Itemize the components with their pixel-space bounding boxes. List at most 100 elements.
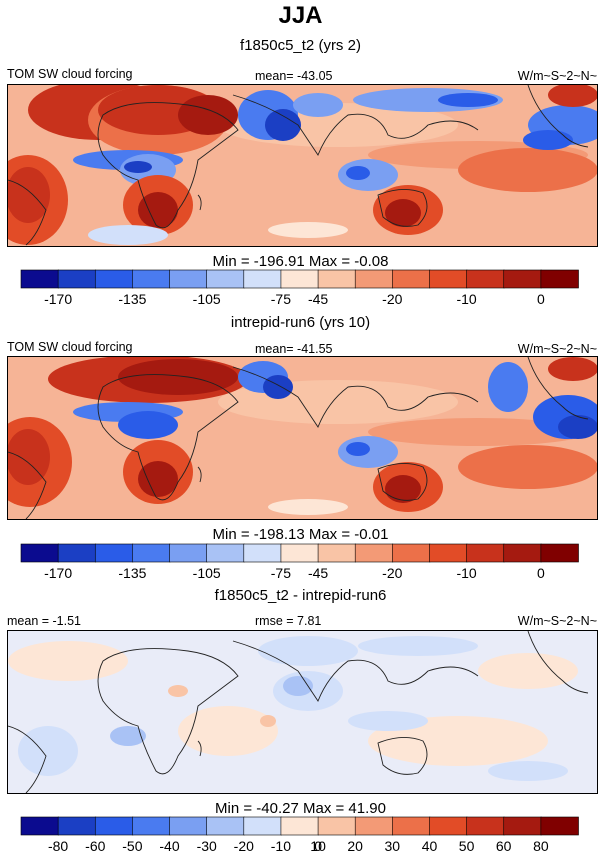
colorbar-tick-label: -105 bbox=[192, 291, 221, 307]
colorbar-swatch bbox=[132, 543, 171, 563]
colorbar-swatch bbox=[243, 816, 282, 836]
colorbar-tick-label: -10 bbox=[456, 565, 477, 581]
panel-3-mean-label: mean = -1.51 bbox=[7, 614, 82, 628]
colorbar-tick-label: -20 bbox=[382, 291, 403, 307]
colorbar-swatch bbox=[503, 543, 542, 563]
panel-2-min-max: Min = -198.13 Max = -0.01 bbox=[212, 526, 389, 543]
colorbar-swatch bbox=[132, 269, 171, 289]
colorbar-swatch bbox=[94, 543, 134, 563]
panel-1-mean-label: mean= -43.05 bbox=[255, 69, 333, 83]
colorbar-tick-label: 50 bbox=[458, 838, 475, 854]
colorbar-tick-label: -135 bbox=[118, 565, 147, 581]
colorbar-swatch bbox=[206, 816, 245, 836]
panel-1-colorbar bbox=[20, 269, 579, 289]
colorbar-swatch bbox=[206, 543, 245, 563]
panel-1-units-label: W/m~S~2~N~ bbox=[517, 69, 597, 83]
colorbar-swatch bbox=[94, 816, 134, 836]
colorbar-swatch bbox=[540, 269, 579, 289]
panel-1-colorbar-labels: -170 -135 -105 -75 -45 -20 -10 0 bbox=[21, 291, 578, 309]
colorbar-swatch bbox=[169, 816, 208, 836]
colorbar-swatch bbox=[57, 269, 97, 289]
panel-1-variable-label: TOM SW cloud forcing bbox=[7, 67, 133, 81]
panel-1-map bbox=[7, 84, 598, 247]
main-title: JJA bbox=[278, 2, 323, 29]
colorbar-tick-label: -30 bbox=[196, 838, 217, 854]
colorbar-tick-label: -60 bbox=[85, 838, 106, 854]
panel-2-colorbar bbox=[20, 543, 579, 563]
panel-2-title: intrepid-run6 (yrs 10) bbox=[230, 314, 371, 331]
colorbar-tick-label: 0 bbox=[536, 565, 545, 581]
colorbar-swatch bbox=[317, 543, 357, 563]
colorbar-tick-label: 30 bbox=[384, 838, 401, 854]
colorbar-swatch bbox=[280, 816, 319, 836]
colorbar-swatch bbox=[466, 816, 505, 836]
colorbar-swatch bbox=[392, 543, 431, 563]
colorbar-tick-label: -80 bbox=[47, 838, 69, 854]
colorbar-tick-label: -10 bbox=[270, 838, 292, 854]
colorbar-swatch bbox=[57, 543, 97, 563]
panel-1-min-max: Min = -196.91 Max = -0.08 bbox=[212, 253, 389, 270]
colorbar-tick-label: -135 bbox=[118, 291, 147, 307]
colorbar-tick-label: -45 bbox=[307, 291, 329, 307]
colorbar-tick-label: -40 bbox=[159, 838, 180, 854]
colorbar-tick-label: -170 bbox=[44, 291, 73, 307]
colorbar-tick-label: 10 bbox=[310, 838, 326, 854]
panel-3-rmse-label: rmse = 7.81 bbox=[255, 614, 322, 628]
colorbar-swatch bbox=[503, 269, 542, 289]
panel-3-units-label: W/m~S~2~N~ bbox=[517, 614, 597, 628]
colorbar-swatch bbox=[429, 543, 468, 563]
panel-3-colorbar-labels: -80 -60 -50 -40 -30 -20 -10 0 10 20 30 40 50 60 80 bbox=[21, 838, 578, 856]
colorbar-tick-label: -10 bbox=[456, 291, 477, 307]
colorbar-swatch bbox=[20, 269, 59, 289]
panel-3-title: f1850c5_t2 - intrepid-run6 bbox=[214, 587, 387, 604]
panel-2-map bbox=[7, 356, 598, 520]
colorbar-swatch bbox=[280, 543, 319, 563]
colorbar-swatch bbox=[94, 269, 134, 289]
colorbar-tick-label: 40 bbox=[421, 838, 438, 854]
colorbar-tick-label: -170 bbox=[44, 565, 73, 581]
colorbar-tick-label: 0 bbox=[536, 291, 545, 307]
colorbar-swatch bbox=[243, 543, 282, 563]
panel-2-mean-label: mean= -41.55 bbox=[255, 342, 333, 356]
colorbar-swatch bbox=[206, 269, 245, 289]
colorbar-tick-label: -50 bbox=[122, 838, 143, 854]
colorbar-swatch bbox=[169, 543, 208, 563]
colorbar-swatch bbox=[57, 816, 97, 836]
panel-3-map bbox=[7, 630, 598, 794]
colorbar-swatch bbox=[354, 543, 394, 563]
colorbar-swatch bbox=[317, 816, 357, 836]
colorbar-swatch bbox=[466, 269, 505, 289]
panel-1-title: f1850c5_t2 (yrs 2) bbox=[240, 37, 361, 54]
colorbar-swatch bbox=[540, 543, 579, 563]
colorbar-swatch bbox=[503, 816, 542, 836]
colorbar-swatch bbox=[392, 269, 431, 289]
colorbar-tick-label: -75 bbox=[270, 565, 292, 581]
colorbar-swatch bbox=[169, 269, 208, 289]
colorbar-tick-label: -75 bbox=[270, 291, 292, 307]
colorbar-swatch bbox=[540, 816, 579, 836]
colorbar-swatch bbox=[429, 269, 468, 289]
colorbar-tick-label: -20 bbox=[233, 838, 254, 854]
colorbar-swatch bbox=[317, 269, 357, 289]
colorbar-tick-label: 60 bbox=[495, 838, 512, 854]
colorbar-tick-label: 80 bbox=[533, 838, 549, 854]
colorbar-swatch bbox=[280, 269, 319, 289]
colorbar-swatch bbox=[466, 543, 505, 563]
colorbar-swatch bbox=[392, 816, 431, 836]
panel-2-colorbar-labels: -170 -135 -105 -75 -45 -20 -10 0 bbox=[21, 565, 578, 583]
panel-2-units-label: W/m~S~2~N~ bbox=[517, 342, 597, 356]
colorbar-tick-label: -20 bbox=[382, 565, 403, 581]
colorbar-tick-label: -45 bbox=[307, 565, 329, 581]
colorbar-tick-label: 0 bbox=[314, 838, 322, 854]
panel-2-variable-label: TOM SW cloud forcing bbox=[7, 340, 133, 354]
panel-3-colorbar bbox=[20, 816, 579, 836]
colorbar-swatch bbox=[20, 816, 59, 836]
colorbar-swatch bbox=[354, 269, 394, 289]
colorbar-swatch bbox=[132, 816, 171, 836]
colorbar-swatch bbox=[429, 816, 468, 836]
panel-3-min-max: Min = -40.27 Max = 41.90 bbox=[215, 800, 386, 817]
colorbar-tick-label: 20 bbox=[347, 838, 363, 854]
colorbar-swatch bbox=[20, 543, 59, 563]
colorbar-swatch bbox=[243, 269, 282, 289]
colorbar-swatch bbox=[354, 816, 394, 836]
